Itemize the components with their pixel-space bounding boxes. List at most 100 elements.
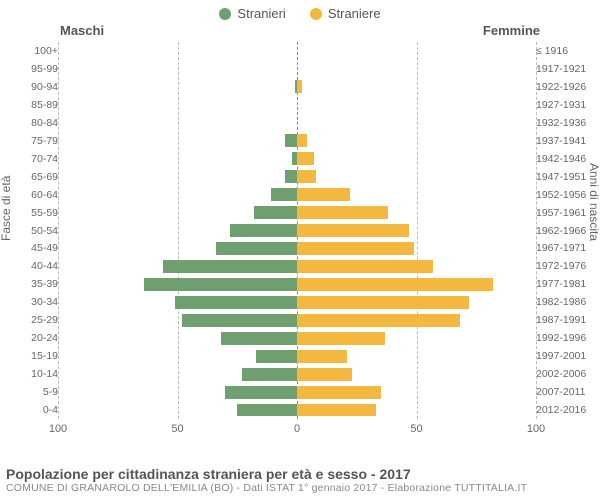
bar-female: [297, 278, 493, 291]
swatch-male: [219, 8, 231, 20]
pyramid-row: [58, 329, 536, 347]
bar-female: [297, 170, 316, 183]
bar-male: [163, 260, 297, 273]
bar-male: [225, 386, 297, 399]
bar-female: [297, 350, 347, 363]
legend: Stranieri Straniere: [0, 0, 600, 21]
age-label: 100+: [8, 42, 58, 60]
pyramid-row: [58, 401, 536, 419]
x-tick: 100: [527, 423, 545, 435]
bar-male: [256, 350, 297, 363]
bar-female: [297, 80, 302, 93]
legend-item-male: Stranieri: [219, 6, 285, 21]
column-headers: Maschi Femmine: [0, 21, 600, 38]
bar-female: [297, 188, 350, 201]
bar-male: [285, 170, 297, 183]
birth-year-label: 1917-1921: [536, 60, 592, 78]
age-label: 60-64: [8, 186, 58, 204]
chart-area: Fasce di età Anni di nascita 100+95-9990…: [0, 38, 600, 443]
x-tick: 0: [294, 423, 300, 435]
age-label: 70-74: [8, 150, 58, 168]
x-tick: 50: [171, 423, 183, 435]
birth-year-label: 1967-1971: [536, 239, 592, 257]
pyramid-row: [58, 275, 536, 293]
pyramid-row: [58, 78, 536, 96]
plot-area: [58, 42, 536, 419]
birth-year-label: 1982-1986: [536, 293, 592, 311]
header-maschi: Maschi: [60, 23, 104, 38]
pyramid-row: [58, 42, 536, 60]
bar-female: [297, 386, 381, 399]
gridline: [536, 42, 537, 419]
pyramid-row: [58, 311, 536, 329]
bar-male: [216, 242, 297, 255]
bar-female: [297, 332, 385, 345]
age-labels: 100+95-9990-9485-8980-8475-7970-7465-696…: [8, 42, 58, 419]
pyramid-row: [58, 186, 536, 204]
bar-male: [144, 278, 297, 291]
birth-year-labels: ≤ 19161917-19211922-19261927-19311932-19…: [536, 42, 592, 419]
pyramid-row: [58, 96, 536, 114]
birth-year-label: 1927-1931: [536, 96, 592, 114]
pyramid-row: [58, 347, 536, 365]
age-label: 55-59: [8, 204, 58, 222]
age-label: 65-69: [8, 168, 58, 186]
age-label: 85-89: [8, 96, 58, 114]
chart-subtitle: COMUNE DI GRANAROLO DELL'EMILIA (BO) - D…: [6, 482, 594, 494]
age-label: 40-44: [8, 257, 58, 275]
age-label: 10-14: [8, 365, 58, 383]
age-label: 50-54: [8, 222, 58, 240]
bar-male: [230, 224, 297, 237]
pyramid-row: [58, 132, 536, 150]
age-label: 90-94: [8, 78, 58, 96]
pyramid-row: [58, 168, 536, 186]
pyramid-row: [58, 257, 536, 275]
pyramid-row: [58, 365, 536, 383]
birth-year-label: 1972-1976: [536, 257, 592, 275]
birth-year-label: 1942-1946: [536, 150, 592, 168]
bar-female: [297, 368, 352, 381]
birth-year-label: 1952-1956: [536, 186, 592, 204]
bar-female: [297, 152, 314, 165]
bar-female: [297, 404, 376, 417]
birth-year-label: 1977-1981: [536, 275, 592, 293]
birth-year-label: 1937-1941: [536, 132, 592, 150]
pyramid-row: [58, 239, 536, 257]
swatch-female: [310, 8, 322, 20]
birth-year-label: 1997-2001: [536, 347, 592, 365]
bar-male: [237, 404, 297, 417]
bar-female: [297, 224, 409, 237]
bar-female: [297, 260, 433, 273]
pyramid-row: [58, 293, 536, 311]
bar-female: [297, 314, 460, 327]
footer: Popolazione per cittadinanza straniera p…: [6, 466, 594, 494]
age-label: 20-24: [8, 329, 58, 347]
age-label: 75-79: [8, 132, 58, 150]
bar-male: [221, 332, 297, 345]
age-label: 45-49: [8, 239, 58, 257]
chart-title: Popolazione per cittadinanza straniera p…: [6, 466, 594, 482]
x-tick: 50: [410, 423, 422, 435]
bar-female: [297, 134, 307, 147]
header-femmine: Femmine: [483, 23, 540, 38]
bar-male: [285, 134, 297, 147]
age-label: 30-34: [8, 293, 58, 311]
legend-label-female: Straniere: [328, 6, 381, 21]
legend-item-female: Straniere: [310, 6, 381, 21]
bar-male: [254, 206, 297, 219]
pyramid-row: [58, 204, 536, 222]
birth-year-label: 1922-1926: [536, 78, 592, 96]
birth-year-label: 1962-1966: [536, 222, 592, 240]
birth-year-label: 1992-1996: [536, 329, 592, 347]
birth-year-label: 2007-2011: [536, 383, 592, 401]
age-label: 80-84: [8, 114, 58, 132]
age-label: 5-9: [8, 383, 58, 401]
birth-year-label: 1932-1936: [536, 114, 592, 132]
birth-year-label: 1957-1961: [536, 204, 592, 222]
bar-female: [297, 206, 388, 219]
age-label: 35-39: [8, 275, 58, 293]
bar-male: [271, 188, 297, 201]
x-tick: 100: [49, 423, 67, 435]
age-label: 25-29: [8, 311, 58, 329]
x-axis: 10050050100: [58, 423, 536, 439]
